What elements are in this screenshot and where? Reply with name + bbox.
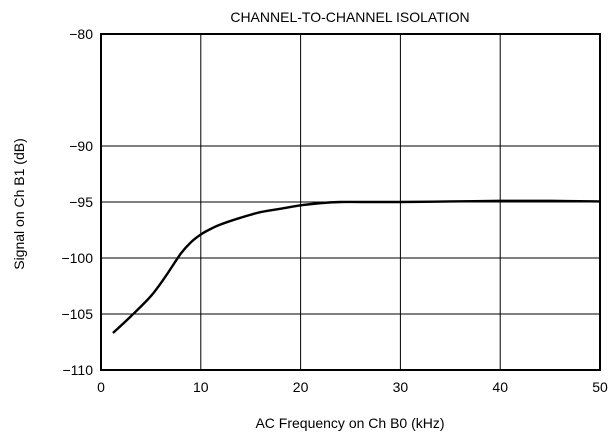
y-tick-label: −90	[69, 138, 93, 154]
x-tick-label: 50	[592, 379, 608, 395]
y-tick-label: −100	[61, 250, 93, 266]
y-axis-label: Signal on Ch B1 (dB)	[11, 138, 27, 270]
y-tick-label: −105	[61, 306, 93, 322]
x-tick-label: 30	[393, 379, 409, 395]
x-tick-label: 40	[492, 379, 508, 395]
x-tick-label: 0	[97, 379, 105, 395]
chart-title: CHANNEL-TO-CHANNEL ISOLATION	[230, 9, 469, 25]
y-tick-label: −95	[69, 194, 93, 210]
series-line	[112, 199, 601, 334]
y-tick-label: −110	[63, 362, 94, 378]
x-tick-label: 20	[293, 379, 309, 395]
x-tick-label: 10	[193, 379, 209, 395]
y-tick-labels: −80 −90 −95 −100 −105 −110	[61, 26, 93, 378]
x-axis-label: AC Frequency on Ch B0 (kHz)	[255, 415, 444, 431]
plot-frame	[100, 33, 601, 371]
y-tick-label: −80	[69, 26, 93, 42]
x-tick-labels: 0 10 20 30 40 50	[97, 379, 608, 395]
